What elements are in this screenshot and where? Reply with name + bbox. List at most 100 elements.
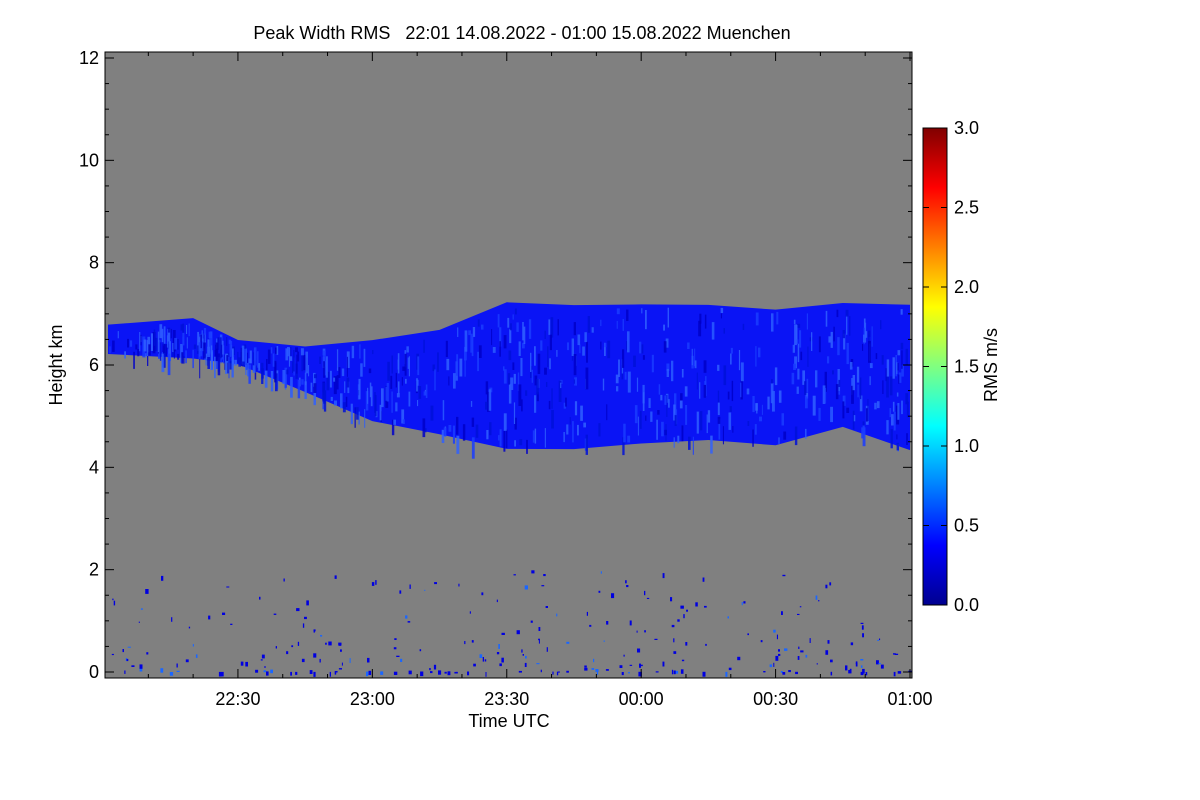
cloud-texture: [334, 400, 337, 406]
low-echo: [862, 633, 864, 638]
cloud-texture: [799, 330, 802, 348]
cloud-texture: [166, 335, 168, 348]
low-echo: [471, 640, 474, 643]
cloud-texture: [886, 420, 889, 435]
cloud-texture: [456, 435, 460, 454]
cloud-texture: [667, 307, 669, 328]
low-echo: [484, 659, 487, 662]
cloud-texture: [406, 346, 409, 353]
cloud-texture: [442, 400, 445, 421]
cloud-texture: [226, 355, 229, 362]
cloud-texture: [241, 345, 245, 365]
cloud-texture: [503, 430, 506, 452]
cloud-texture: [797, 323, 801, 328]
low-echo: [662, 661, 665, 667]
low-echo: [799, 606, 802, 608]
cloud-texture: [771, 379, 773, 384]
cloud-texture: [663, 324, 665, 331]
cloud-texture: [896, 442, 899, 451]
cloud-texture: [181, 352, 184, 364]
low-echo: [584, 667, 588, 671]
cloud-texture: [286, 369, 289, 375]
low-echo: [860, 671, 864, 676]
low-echo: [673, 670, 676, 675]
cloud-texture: [843, 395, 846, 406]
cloud-texture: [565, 397, 567, 407]
cloud-texture: [520, 358, 523, 377]
cloud-texture: [228, 339, 232, 344]
cloud-texture: [574, 401, 578, 416]
cloud-texture: [729, 406, 732, 412]
low-echo: [795, 671, 798, 675]
low-echo: [409, 584, 411, 589]
cloud-texture: [258, 363, 260, 371]
cloud-texture: [634, 405, 638, 424]
low-echo: [788, 670, 791, 673]
low-echo: [798, 646, 800, 649]
cloud-texture: [503, 369, 507, 384]
cloud-texture: [425, 428, 427, 433]
cloud-texture: [199, 356, 201, 379]
cloud-texture: [521, 399, 523, 412]
cloud-texture: [800, 351, 803, 361]
cloud-texture: [486, 430, 489, 440]
colorbar-tick-label: 1.5: [954, 357, 979, 377]
cloud-texture: [345, 396, 348, 407]
cloud-texture: [584, 332, 587, 343]
cloud-texture: [598, 423, 601, 437]
low-echo: [655, 671, 659, 673]
cloud-texture: [497, 314, 500, 328]
low-echo: [208, 615, 211, 620]
chart-title: Peak Width RMS 22:01 14.08.2022 - 01:00 …: [253, 23, 790, 43]
cloud-texture: [898, 372, 902, 383]
low-echo: [675, 670, 679, 674]
cloud-texture: [381, 388, 384, 408]
cloud-texture: [408, 391, 411, 407]
cloud-texture: [849, 316, 851, 336]
low-echo: [861, 625, 864, 630]
cloud-texture: [680, 393, 683, 401]
low-echo: [737, 656, 741, 661]
cloud-texture: [707, 410, 711, 423]
cloud-texture: [723, 365, 727, 386]
low-echo: [188, 626, 191, 629]
cloud-texture: [698, 320, 702, 337]
cloud-texture: [732, 426, 734, 433]
cloud-texture: [456, 416, 459, 435]
low-echo: [222, 612, 226, 615]
low-echo: [112, 598, 114, 601]
cloud-texture: [432, 364, 435, 372]
cloud-texture: [677, 435, 680, 444]
cloud-texture: [528, 319, 532, 339]
low-echo: [393, 647, 397, 650]
cloud-texture: [905, 348, 908, 366]
cloud-texture: [358, 411, 360, 425]
cloud-texture: [174, 337, 177, 350]
low-echo: [396, 655, 400, 657]
cloud-texture: [602, 378, 605, 391]
plot-area: [104, 51, 913, 679]
low-echo: [673, 638, 675, 643]
low-echo: [637, 648, 641, 653]
cloud-texture: [833, 326, 835, 342]
cloud-texture: [549, 358, 551, 370]
cloud-texture: [665, 338, 669, 348]
low-echo: [433, 664, 437, 670]
low-echo: [636, 630, 638, 633]
cloud-texture: [835, 384, 839, 400]
cloud-texture: [622, 437, 625, 456]
low-echo: [525, 655, 527, 659]
cloud-texture: [731, 380, 734, 402]
cloud-texture: [836, 309, 839, 318]
cloud-texture: [699, 313, 702, 324]
low-echo: [455, 671, 458, 673]
cloud-texture: [333, 376, 337, 395]
cloud-texture: [274, 360, 277, 383]
y-tick-label: 0: [89, 662, 99, 682]
low-echo: [815, 595, 818, 600]
cloud-texture: [167, 353, 171, 376]
low-echo: [273, 613, 277, 615]
low-echo: [131, 665, 135, 667]
low-echo: [880, 664, 884, 669]
cloud-texture: [796, 324, 798, 344]
